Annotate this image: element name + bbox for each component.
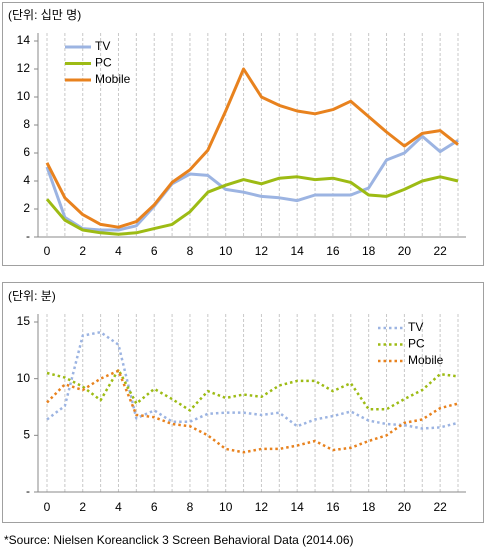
x-tick-label: 0 <box>44 244 51 258</box>
x-tick-label: 8 <box>187 244 194 258</box>
x-tick-label: 4 <box>115 244 122 258</box>
x-tick-label: 16 <box>326 500 340 514</box>
legend-label: Mobile <box>408 353 444 367</box>
x-tick-label: 10 <box>219 244 233 258</box>
y-tick-label: 10 <box>17 89 31 103</box>
y-tick-label: 6 <box>23 145 30 159</box>
y-tick-label: 8 <box>23 117 30 131</box>
series-line <box>46 330 459 430</box>
legend-label: PC <box>95 56 112 70</box>
x-tick-label: 0 <box>44 500 51 514</box>
y-tick-label: 2 <box>23 201 30 215</box>
x-tick-label: 2 <box>79 500 86 514</box>
series-line <box>46 368 459 412</box>
y-tick-label: 5 <box>23 428 30 442</box>
x-tick-label: 14 <box>290 244 304 258</box>
unit-label: (단위: 분) <box>8 289 56 303</box>
legend-label: TV <box>408 320 423 334</box>
legend-label: TV <box>95 39 110 53</box>
y-tick-label: 15 <box>17 314 31 328</box>
x-tick-label: 12 <box>255 500 269 514</box>
x-tick-label: 6 <box>151 244 158 258</box>
y-tick-label: 14 <box>17 33 31 47</box>
source-note: *Source: Nielsen Koreanclick 3 Screen Be… <box>4 533 354 547</box>
x-tick-label: 8 <box>187 500 194 514</box>
y-tick-label: 4 <box>23 173 30 187</box>
x-tick-label: 10 <box>219 500 233 514</box>
x-tick-label: 18 <box>362 244 376 258</box>
y-tick-label: - <box>26 484 30 498</box>
legend-label: Mobile <box>95 72 131 86</box>
x-tick-label: 16 <box>326 244 340 258</box>
x-tick-label: 4 <box>115 500 122 514</box>
x-tick-label: 20 <box>398 500 412 514</box>
chart-frame <box>2 282 484 523</box>
y-tick-label: 12 <box>17 61 31 75</box>
x-tick-label: 12 <box>255 244 269 258</box>
x-tick-label: 18 <box>362 500 376 514</box>
series-line <box>45 67 459 229</box>
x-tick-label: 6 <box>151 500 158 514</box>
x-tick-label: 2 <box>79 244 86 258</box>
x-tick-label: 22 <box>433 244 447 258</box>
y-tick-label: - <box>26 229 30 243</box>
series-line <box>45 134 459 232</box>
x-tick-label: 22 <box>433 500 447 514</box>
unit-label: (단위: 십만 명) <box>8 8 81 22</box>
legend-label: PC <box>408 337 425 351</box>
series-line <box>45 175 459 236</box>
x-tick-label: 20 <box>398 244 412 258</box>
y-tick-label: 10 <box>17 371 31 385</box>
x-tick-label: 14 <box>290 500 304 514</box>
